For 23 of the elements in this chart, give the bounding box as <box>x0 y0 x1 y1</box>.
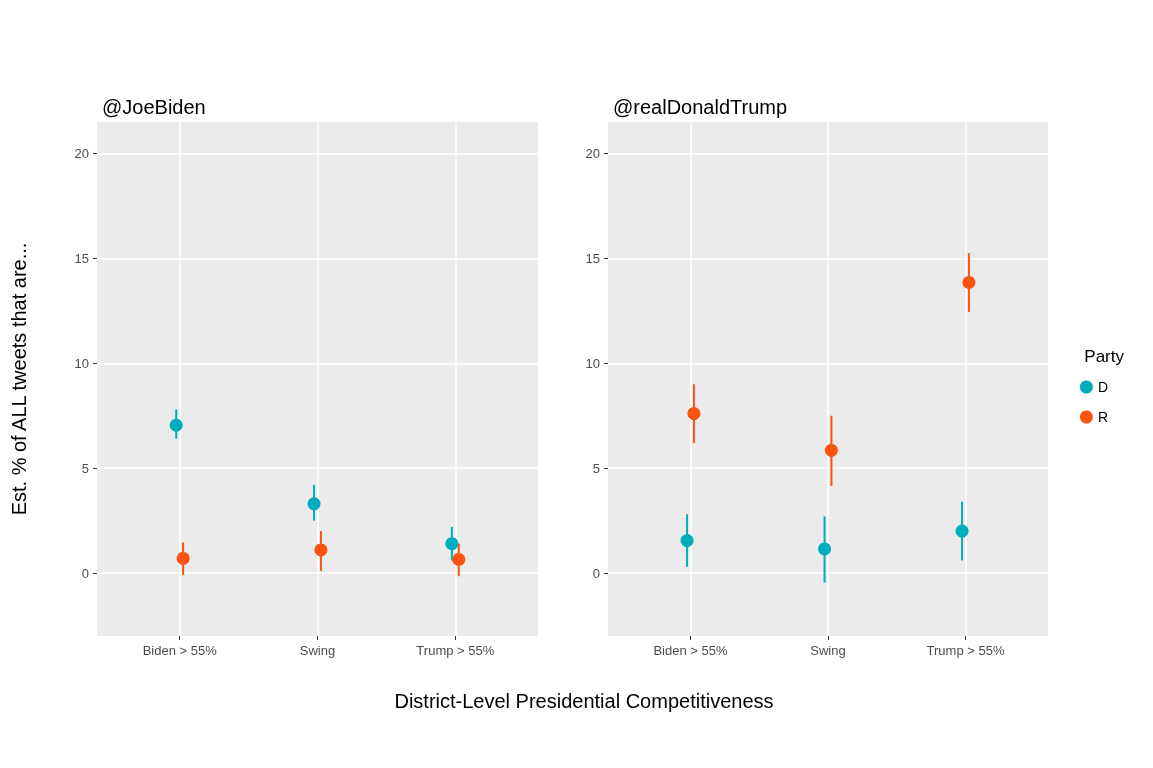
y-tick-label: 5 <box>81 460 89 476</box>
y-tick-label: 15 <box>74 250 89 266</box>
legend-label: R <box>1097 409 1109 425</box>
y-tick-label: 0 <box>81 565 89 581</box>
x-tick-label: Biden > 55% <box>142 643 218 658</box>
x-tick-label: Trump > 55% <box>926 643 1005 658</box>
x-tick-label: Trump > 55% <box>416 643 495 658</box>
chart-title: @realDonaldTrump <box>613 96 788 118</box>
y-tick-label: 15 <box>585 250 600 266</box>
x-tick-label: Swing <box>299 643 336 658</box>
y-tick-label: 20 <box>585 145 600 161</box>
x-tick-label: Biden > 55% <box>653 643 728 658</box>
x-tick-label: Swing <box>810 643 846 658</box>
y-tick-label: 10 <box>74 355 89 371</box>
legend-title: Party <box>1084 347 1125 366</box>
legend-label: D <box>1097 379 1109 395</box>
y-tick-label: 0 <box>592 565 600 581</box>
x-axis-title: District-Level Presidential Competitiveness <box>393 690 775 713</box>
y-tick-label: 5 <box>592 460 600 476</box>
y-tick-label: 20 <box>74 145 89 161</box>
y-tick-label: 10 <box>585 355 600 371</box>
y-axis-title: Est. % of ALL tweets that are... <box>8 242 30 516</box>
chart-title: @JoeBiden <box>102 96 206 118</box>
